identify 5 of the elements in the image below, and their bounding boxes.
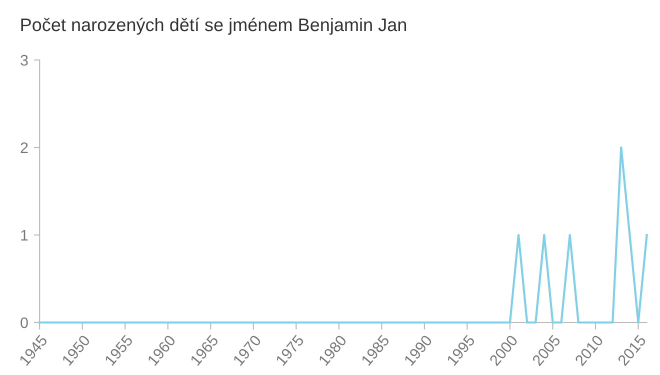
y-tick-label: 0 [20,317,28,328]
y-tick-label: 2 [20,142,28,154]
chart-title: Počet narozených dětí se jménem Benjamin Jan [21,18,406,35]
y-tick-label: 3 [20,54,28,66]
y-tick-label: 1 [21,230,28,241]
